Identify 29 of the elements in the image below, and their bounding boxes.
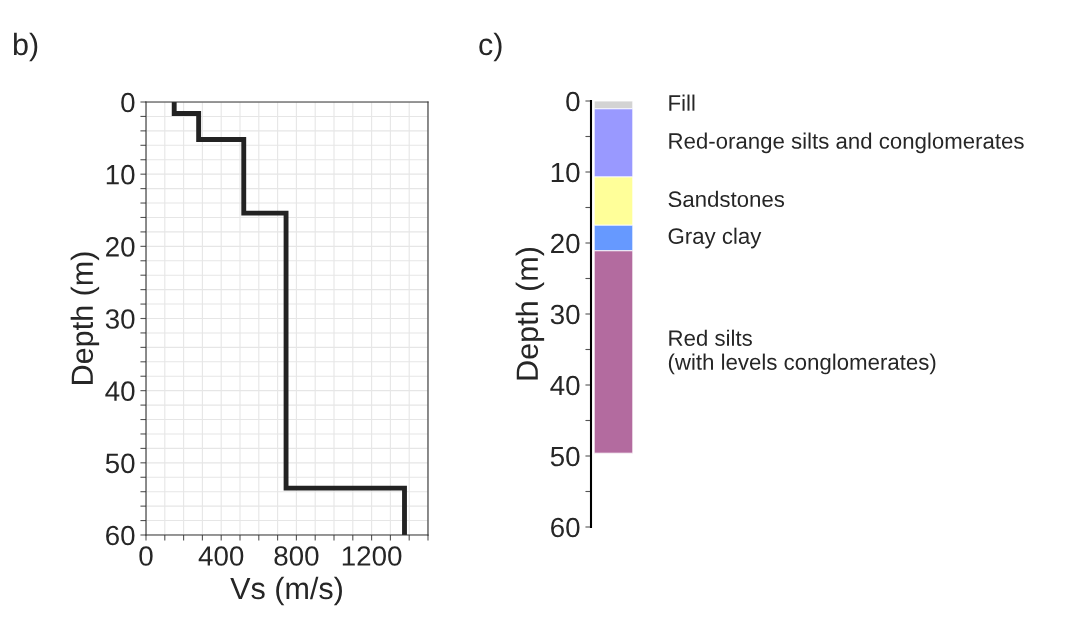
chart-title: b)	[13, 32, 38, 62]
series-label: Gray clay	[668, 227, 762, 249]
series-label: Sandstones	[668, 190, 785, 208]
y-tick-label: 30	[105, 309, 135, 329]
y-tick-label: 60	[106, 525, 135, 546]
y-axis-title: Depth (m)	[515, 247, 545, 380]
series-label: Red silts (with levels conglomerates)	[668, 329, 936, 375]
y-tick-label: 10	[551, 162, 580, 183]
y-tick-label: 0	[566, 91, 580, 112]
x-axis-title: Vs (m/s)	[230, 576, 342, 606]
series-label: Fill	[669, 94, 695, 111]
y-tick-label: 50	[550, 446, 580, 467]
x-tick-label: 0	[139, 546, 153, 566]
y-tick-label: 60	[551, 517, 580, 538]
chart-title: c)	[479, 32, 502, 62]
y-axis-title: Depth (m)	[70, 252, 100, 384]
y-tick-label: 30	[550, 304, 580, 325]
y-tick-label: 50	[105, 453, 135, 474]
series-label: Red-orange silts and conglomerates	[669, 132, 1024, 154]
y-tick-label: 10	[106, 164, 135, 185]
y-tick-label: 0	[121, 92, 135, 113]
y-tick-label: 40	[105, 381, 135, 402]
y-tick-label: 20	[106, 237, 135, 257]
x-tick-label: 1200	[342, 546, 402, 566]
x-tick-label: 400	[198, 546, 244, 566]
x-tick-label: 800	[274, 546, 319, 566]
y-tick-label: 20	[551, 233, 580, 254]
line-series	[171, 102, 407, 535]
y-tick-label: 40	[550, 375, 580, 396]
